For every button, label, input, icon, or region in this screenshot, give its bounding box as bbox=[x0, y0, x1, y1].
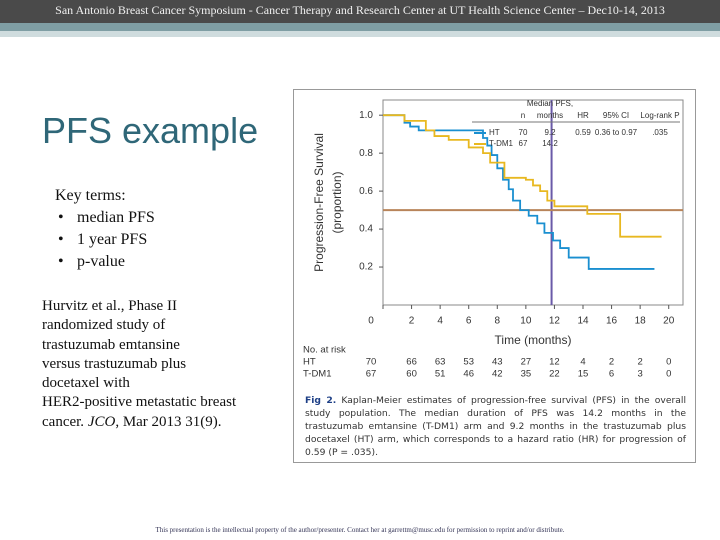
citation-line: versus trastuzumab plus bbox=[42, 355, 187, 372]
legend-cell: 67 bbox=[519, 139, 528, 148]
x-tick-label: 14 bbox=[577, 316, 589, 327]
risk-value: 0 bbox=[666, 369, 671, 380]
risk-value: 35 bbox=[521, 369, 532, 380]
risk-row-name: HT bbox=[303, 357, 316, 368]
journal: JCO bbox=[87, 413, 116, 430]
footer: This presentation is the intellectual pr… bbox=[155, 526, 565, 534]
risk-value: 12 bbox=[549, 357, 560, 368]
x-tick-label: 6 bbox=[466, 316, 472, 327]
y-tick-label: 0.2 bbox=[359, 262, 373, 273]
legend-cell: 70 bbox=[519, 128, 528, 137]
key-terms: Key terms: median PFS 1 year PFS p-value bbox=[55, 185, 155, 273]
x-tick-label: 18 bbox=[635, 316, 647, 327]
header-stripe bbox=[0, 23, 720, 31]
x-tick-label: 4 bbox=[437, 316, 443, 327]
key-terms-list: median PFS 1 year PFS p-value bbox=[55, 207, 155, 273]
caption-label: Fig 2. bbox=[305, 395, 337, 406]
legend-header: Log-rank P bbox=[640, 111, 679, 120]
risk-value: 53 bbox=[463, 357, 474, 368]
x-tick-label: 0 bbox=[368, 316, 374, 327]
header-bar bbox=[0, 0, 720, 23]
risk-value: 51 bbox=[435, 369, 446, 380]
header-stripe bbox=[0, 31, 720, 37]
key-term: median PFS bbox=[55, 207, 155, 229]
legend-header: 95% CI bbox=[603, 111, 629, 120]
key-term: p-value bbox=[55, 251, 155, 273]
key-term: 1 year PFS bbox=[55, 229, 155, 251]
risk-value: 63 bbox=[435, 357, 446, 368]
risk-value: 60 bbox=[406, 369, 417, 380]
y-tick-label: 0.8 bbox=[359, 148, 373, 159]
header-text: San Antonio Breast Cancer Symposium - Ca… bbox=[55, 3, 665, 17]
risk-value: 42 bbox=[492, 369, 503, 380]
risk-row-name: T-DM1 bbox=[303, 369, 332, 380]
risk-value: 43 bbox=[492, 357, 503, 368]
y-tick-label: 0.4 bbox=[359, 224, 373, 235]
x-tick-label: 2 bbox=[409, 316, 415, 327]
risk-value: 66 bbox=[406, 357, 417, 368]
risk-value: 70 bbox=[366, 357, 377, 368]
risk-value: 2 bbox=[609, 357, 614, 368]
citation-line: randomized study of bbox=[42, 317, 166, 334]
x-tick-label: 12 bbox=[549, 316, 561, 327]
legend-title: Median PFS, bbox=[527, 99, 573, 108]
risk-value: 2 bbox=[637, 357, 642, 368]
risk-title: No. at risk bbox=[303, 345, 346, 356]
citation-line: Hurvitz et al., Phase II bbox=[42, 298, 177, 314]
x-axis-label: Time (months) bbox=[495, 333, 572, 347]
y-tick-label: 1.0 bbox=[359, 110, 373, 121]
risk-value: 0 bbox=[666, 357, 671, 368]
figure-caption: Fig 2. Kaplan-Meier estimates of progres… bbox=[305, 394, 686, 459]
risk-value: 3 bbox=[637, 369, 642, 380]
slide-title: PFS example bbox=[42, 110, 259, 151]
risk-value: 22 bbox=[549, 369, 560, 380]
legend-header: HR bbox=[577, 111, 589, 120]
citation-line: cancer. JCO, Mar 2013 31(9). bbox=[42, 413, 287, 432]
legend-cell: 0.59 bbox=[575, 128, 591, 137]
survival-curve bbox=[383, 114, 662, 238]
y-axis-label: Progression-Free Survival bbox=[312, 133, 326, 272]
plot-frame bbox=[382, 99, 684, 306]
legend-name: HT bbox=[489, 128, 500, 137]
citation-line: docetaxel with bbox=[42, 375, 130, 392]
citation-line: trastuzumab emtansine bbox=[42, 336, 180, 353]
citation-text: cancer. bbox=[42, 413, 85, 430]
y-axis-label: (proportion) bbox=[330, 171, 344, 233]
x-tick-label: 10 bbox=[520, 316, 532, 327]
x-tick-label: 8 bbox=[495, 316, 501, 327]
legend-cell: 9.2 bbox=[544, 128, 556, 137]
legend-header: n bbox=[521, 111, 525, 120]
legend-cell: 0.36 to 0.97 bbox=[595, 128, 638, 137]
legend-name: T-DM1 bbox=[489, 139, 514, 148]
key-terms-heading: Key terms: bbox=[55, 187, 126, 204]
risk-value: 46 bbox=[463, 369, 474, 380]
risk-value: 27 bbox=[521, 357, 532, 368]
x-tick-label: 16 bbox=[606, 316, 618, 327]
citation-text: , Mar 2013 31(9). bbox=[115, 413, 222, 430]
legend-header: months bbox=[537, 111, 563, 120]
risk-value: 6 bbox=[609, 369, 614, 380]
legend-cell: 14.2 bbox=[542, 139, 558, 148]
risk-value: 4 bbox=[580, 357, 585, 368]
risk-value: 15 bbox=[578, 369, 589, 380]
legend-cell: .035 bbox=[652, 128, 668, 137]
km-chart: 0.20.40.60.81.00 2 4 6 8 10 12 14 16 18 20Progress… bbox=[303, 99, 684, 380]
y-tick-label: 0.6 bbox=[359, 186, 373, 197]
citation-line: HER2-positive metastatic breast bbox=[42, 394, 237, 411]
x-tick-label: 20 bbox=[663, 316, 675, 327]
risk-value: 67 bbox=[366, 369, 377, 380]
figure-frame bbox=[293, 89, 696, 463]
caption-text: Kaplan-Meier estimates of progression-fr… bbox=[305, 395, 686, 458]
citation: Hurvitz et al., Phase II randomized stud… bbox=[42, 297, 287, 432]
